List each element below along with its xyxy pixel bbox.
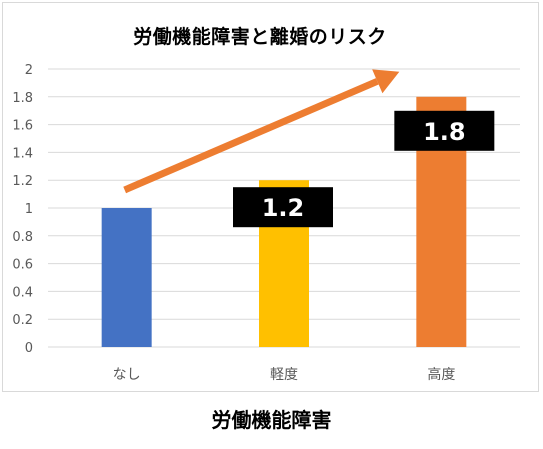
y-tick-label: 1.4 [12,146,33,161]
y-tick-label: 1.2 [12,174,33,189]
y-tick-label: 0.6 [12,258,33,273]
x-axis-title: 労働機能障害 [211,408,332,432]
y-tick-label: 1.6 [12,119,33,134]
value-callout-box [233,187,333,228]
y-tick-label: 1.8 [12,91,33,106]
bar-0 [101,208,152,347]
category-label: なし [113,367,141,383]
trend-arrow [123,69,400,194]
category-label: 高度 [427,366,455,383]
value-callout-label: 1.8 [423,118,466,146]
y-tick-label: 2 [25,63,33,78]
y-tick-label: 0.8 [12,230,33,245]
x-axis-categories: なし 軽度 高度 [113,366,456,383]
category-label: 軽度 [270,367,298,383]
y-tick-label: 0 [25,341,33,356]
y-axis-ticks: 0 0.2 0.4 0.6 0.8 1 1.2 1.4 1.6 1.8 2 [12,63,33,356]
value-callout-box [394,110,495,151]
value-callouts: 1.2 1.8 [233,110,495,228]
chart-title: 労働機能障害と離婚のリスク [133,26,387,48]
trend-arrow-shaft [123,78,379,194]
trend-arrow-head [372,69,400,94]
y-tick-label: 1 [25,202,33,217]
value-callout-label: 1.2 [262,194,305,222]
y-tick-label: 0.2 [12,313,33,328]
y-tick-label: 0.4 [12,285,33,300]
